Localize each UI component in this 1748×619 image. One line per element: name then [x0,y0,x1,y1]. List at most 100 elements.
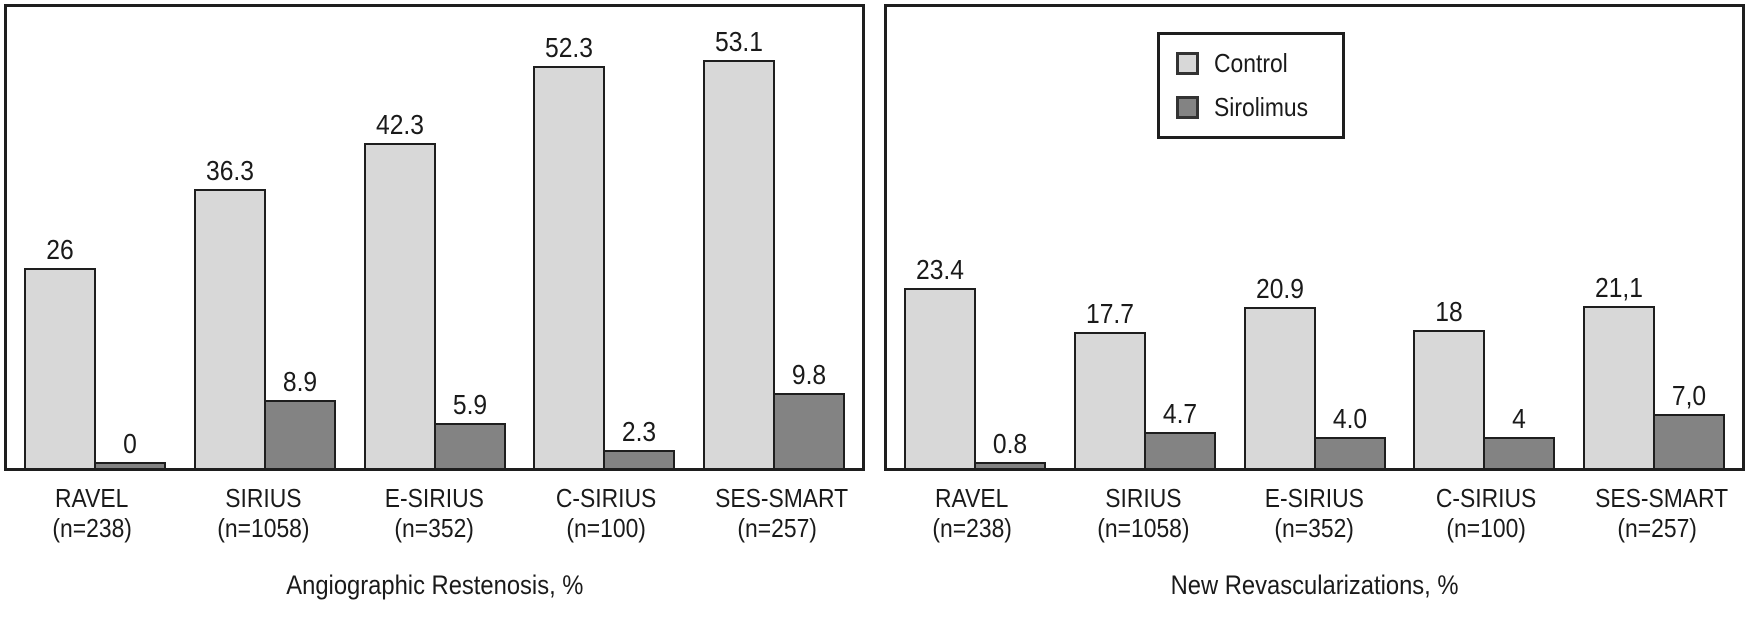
category-name: E-SIRIUS [1264,483,1365,513]
bar-sirolimus-ses-smart: 7,0 [1653,380,1725,468]
bar-sirolimus-c-sirius: 2.3 [603,416,676,468]
category-n-label: (n=100) [565,513,646,543]
bar-group-ses-smart: 21,1 7,0 [1583,272,1725,468]
category-name: SIRIUS [225,483,302,513]
bar-group-sirius: 17.7 4.7 [1073,298,1216,468]
value-label-sirolimus-c-sirius: 4 [1512,402,1527,434]
category-label-e-sirius: E-SIRIUS (n=352) [1244,483,1386,543]
value-label-sirolimus-sirius: 4.7 [1162,397,1197,429]
category-name: RAVEL [935,483,1009,513]
bar-control-c-sirius: 18 [1413,296,1486,468]
value-label-sirolimus-e-sirius: 5.9 [452,388,487,420]
category-name: SES-SMART [1595,483,1729,513]
two-panel-bar-figure: 26 0 36.3 8.9 42.3 5.9 52.3 2.3 53.1 9.8 RAVEL (n=… [4,4,1745,601]
value-label-control-ses-smart: 53.1 [715,25,763,57]
left-axis-title-text: Angiographic Restenosis, % [285,570,584,600]
bar-sirolimus-ravel: 0.8 [974,428,1046,468]
category-name: C-SIRIUS [555,483,656,513]
bar-group-ses-smart: 53.1 9.8 [703,26,845,468]
bar-control-ravel: 26 [24,234,96,468]
category-name: SES-SMART [715,483,849,513]
value-label-control-sirius: 17.7 [1085,297,1134,329]
value-label-control-sirius: 36.3 [205,154,254,186]
category-n-label: (n=257) [1617,513,1697,543]
bar-group-ravel: 23.4 0.8 [904,254,1046,468]
value-label-sirolimus-ses-smart: 7,0 [1671,379,1707,411]
bar-sirolimus-sirius: 8.9 [263,366,336,468]
bar-sirolimus-ses-smart: 9.8 [773,359,845,468]
legend-item-sirolimus: Sirolimus [1176,92,1326,123]
value-label-sirolimus-e-sirius: 4.0 [1332,402,1367,434]
category-n-label: (n=1058) [1097,513,1190,543]
bar-control-sirius: 36.3 [193,155,266,468]
value-label-sirolimus-ravel: 0 [123,427,137,459]
category-n-label: (n=238) [52,513,132,543]
left-axis-title: Angiographic Restenosis, % [4,570,865,601]
bar-sirolimus-sirius: 4.7 [1143,398,1216,468]
value-label-control-e-sirius: 20.9 [1255,272,1304,304]
category-label-ravel: RAVEL (n=238) [901,483,1043,543]
right-axis-title-text: New Revascularizations, % [1170,570,1459,600]
category-n-label: (n=1058) [217,513,310,543]
legend-label-sirolimus: Sirolimus [1214,92,1309,122]
chart-new-revascularizations: 23.4 0.8 17.7 4.7 20.9 4.0 18 4 21,1 7,0 Control … [884,4,1745,601]
value-label-control-ravel: 23.4 [916,253,964,285]
category-label-ravel: RAVEL (n=238) [21,483,163,543]
legend-label-control: Control [1214,48,1288,78]
bar-group-ravel: 26 0 [24,234,166,468]
right-plot: 23.4 0.8 17.7 4.7 20.9 4.0 18 4 21,1 7,0 [887,7,1742,468]
category-name: RAVEL [55,483,129,513]
bar-sirolimus-e-sirius: 5.9 [433,389,506,468]
bar-control-ses-smart: 21,1 [1583,272,1655,468]
value-label-sirolimus-c-sirius: 2.3 [622,415,657,447]
category-label-ses-smart: SES-SMART (n=257) [1586,483,1728,543]
bar-control-e-sirius: 20.9 [1243,273,1316,468]
category-name: E-SIRIUS [384,483,485,513]
category-label-c-sirius: C-SIRIUS (n=100) [535,483,677,543]
bar-control-c-sirius: 52.3 [533,32,606,468]
bar-control-e-sirius: 42.3 [363,109,436,468]
bar-sirolimus-ravel: 0 [94,428,166,468]
bar-group-c-sirius: 18 4 [1413,296,1556,468]
value-label-control-e-sirius: 42.3 [375,108,424,140]
category-name: SIRIUS [1105,483,1182,513]
legend-item-control: Control [1176,48,1326,79]
left-category-axis: RAVEL (n=238) SIRIUS (n=1058) E-SIRIUS (n=352… [4,483,865,543]
bar-control-ses-smart: 53.1 [703,26,775,468]
value-label-control-c-sirius: 18 [1435,295,1463,327]
control-swatch-icon [1176,52,1199,75]
chart-angiographic-restenosis: 26 0 36.3 8.9 42.3 5.9 52.3 2.3 53.1 9.8 RAVEL (n=… [4,4,865,601]
right-category-axis: RAVEL (n=238) SIRIUS (n=1058) E-SIRIUS (n=352… [884,483,1745,543]
value-label-control-ravel: 26 [46,233,74,265]
category-label-sirius: SIRIUS (n=1058) [192,483,334,543]
sirolimus-swatch-icon [1176,96,1199,119]
value-label-sirolimus-sirius: 8.9 [282,365,317,397]
value-label-sirolimus-ses-smart: 9.8 [791,358,827,390]
value-label-control-c-sirius: 52.3 [545,31,594,63]
right-panel-plot-area: 23.4 0.8 17.7 4.7 20.9 4.0 18 4 21,1 7,0 Control … [884,4,1745,471]
category-label-sirius: SIRIUS (n=1058) [1072,483,1214,543]
category-label-c-sirius: C-SIRIUS (n=100) [1415,483,1557,543]
category-n-label: (n=352) [394,513,475,543]
value-label-control-ses-smart: 21,1 [1595,271,1643,303]
category-n-label: (n=238) [932,513,1012,543]
left-panel-plot-area: 26 0 36.3 8.9 42.3 5.9 52.3 2.3 53.1 9.8 [4,4,865,471]
bar-group-e-sirius: 20.9 4.0 [1243,273,1386,468]
bar-sirolimus-c-sirius: 4 [1483,403,1556,468]
bar-group-sirius: 36.3 8.9 [193,155,336,468]
legend: Control Sirolimus [1157,32,1345,139]
bar-control-ravel: 23.4 [904,254,976,468]
right-axis-title: New Revascularizations, % [884,570,1745,601]
bar-sirolimus-e-sirius: 4.0 [1313,403,1386,468]
category-label-ses-smart: SES-SMART (n=257) [706,483,848,543]
left-plot: 26 0 36.3 8.9 42.3 5.9 52.3 2.3 53.1 9.8 [7,7,862,468]
bar-group-e-sirius: 42.3 5.9 [363,109,506,468]
value-label-sirolimus-ravel: 0.8 [992,427,1028,459]
bar-group-c-sirius: 52.3 2.3 [533,32,676,468]
category-n-label: (n=352) [1274,513,1355,543]
category-name: C-SIRIUS [1435,483,1536,513]
bar-control-sirius: 17.7 [1073,298,1146,468]
category-n-label: (n=257) [737,513,817,543]
category-n-label: (n=100) [1445,513,1526,543]
category-label-e-sirius: E-SIRIUS (n=352) [364,483,506,543]
